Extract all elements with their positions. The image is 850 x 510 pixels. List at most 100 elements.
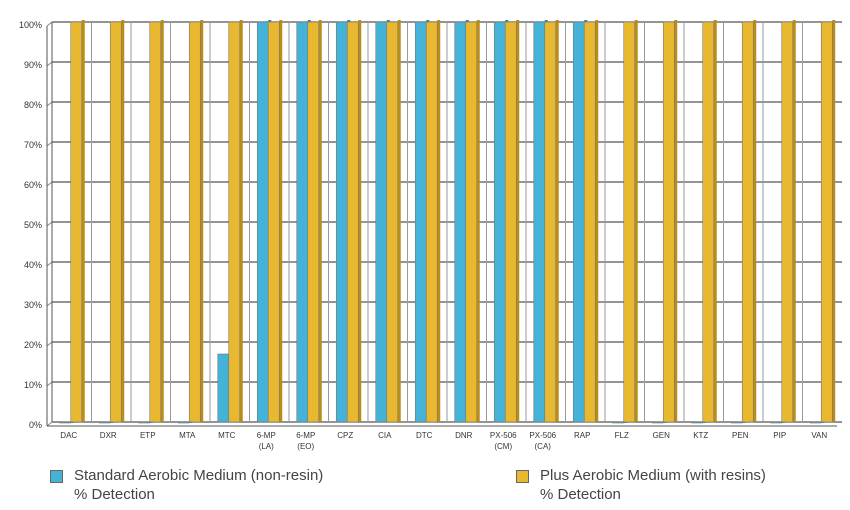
x-tick-label: (LA): [259, 442, 274, 451]
x-tick-label: VAN: [811, 431, 827, 440]
gridline-depth: [46, 381, 53, 387]
bar-plus: [149, 21, 162, 423]
bar-plus: [346, 21, 359, 423]
x-tick-label: FLZ: [615, 431, 629, 440]
bar-standard: [454, 21, 467, 423]
bar-plus: [386, 21, 399, 423]
legend-sublabel-standard: % Detection: [74, 486, 155, 503]
bar-side: [476, 20, 480, 422]
bar-plus: [70, 21, 83, 423]
gridline-depth: [46, 221, 53, 227]
x-tick-label: DNR: [455, 431, 473, 440]
x-tick-label: RAP: [574, 431, 590, 440]
y-tick-label: 30%: [24, 300, 42, 310]
bar-standard: [98, 421, 111, 424]
x-tick-label: (EO): [297, 442, 314, 451]
x-tick-label: PIP: [773, 431, 786, 440]
bar-standard: [335, 21, 348, 423]
y-tick-label: 90%: [24, 60, 42, 70]
x-tick-label: CIA: [378, 431, 392, 440]
bar-plus: [820, 21, 833, 423]
bar-standard: [651, 421, 664, 424]
bar-plus: [781, 21, 794, 423]
bar-side: [595, 20, 599, 422]
bar-standard: [809, 421, 822, 424]
bar-plus: [425, 21, 438, 423]
y-tick-label: 40%: [24, 260, 42, 270]
gridline-depth: [46, 101, 53, 107]
bar-plus: [228, 21, 241, 423]
gridline-depth: [46, 341, 53, 347]
bar-standard: [177, 421, 190, 424]
bar-standard: [770, 421, 783, 424]
bar-side: [516, 20, 520, 422]
bar-side: [121, 20, 125, 422]
bar-standard: [493, 21, 506, 423]
x-tick-label: (CM): [494, 442, 512, 451]
legend-swatch-plus: [516, 470, 529, 483]
x-tick-label: PEN: [732, 431, 749, 440]
bar-side: [555, 20, 559, 422]
gridline-depth: [46, 61, 53, 67]
x-tick-label: PX-506: [529, 431, 556, 440]
bar-side: [437, 20, 441, 422]
legend-label-plus: Plus Aerobic Medium (with resins): [540, 467, 766, 484]
bar-plus: [662, 21, 675, 423]
bar-standard: [138, 421, 151, 424]
bar-side: [200, 20, 204, 422]
x-tick-label: CPZ: [337, 431, 353, 440]
bar-standard: [730, 421, 743, 424]
x-tick-label: PX-506: [490, 431, 517, 440]
x-tick-label: DTC: [416, 431, 433, 440]
bar-standard: [533, 21, 546, 423]
legend-label-standard: Standard Aerobic Medium (non-resin): [74, 467, 324, 484]
y-tick-label: 60%: [24, 180, 42, 190]
x-tick-label: DAC: [60, 431, 77, 440]
y-tick-label: 10%: [24, 380, 42, 390]
y-tick-label: 100%: [19, 20, 42, 30]
y-tick-label: 70%: [24, 140, 42, 150]
bar-side: [832, 20, 836, 422]
bar-standard: [612, 421, 625, 424]
bar-standard: [375, 21, 388, 423]
bar-plus: [188, 21, 201, 423]
bar-standard: [691, 421, 704, 424]
bar-side: [160, 20, 164, 422]
gridline-depth: [46, 301, 53, 307]
bar-standard: [572, 21, 585, 423]
y-tick-label: 80%: [24, 100, 42, 110]
bar-standard: [414, 21, 427, 423]
bar-plus: [267, 21, 280, 423]
bar-side: [81, 20, 85, 422]
x-tick-label: (CA): [535, 442, 552, 451]
gridline-depth: [46, 181, 53, 187]
gridline-depth: [46, 141, 53, 147]
bar-standard: [217, 353, 230, 423]
bar-standard: [256, 21, 269, 423]
bar-plus: [307, 21, 320, 423]
legend-item-plus: Plus Aerobic Medium (with resins) % Dete…: [516, 466, 766, 504]
bar-side: [397, 20, 401, 422]
bar-plus: [109, 21, 122, 423]
y-tick-label: 50%: [24, 220, 42, 230]
bar-side: [358, 20, 362, 422]
bar-plus: [583, 21, 596, 423]
bar-plus: [702, 21, 715, 423]
x-tick-label: GEN: [653, 431, 671, 440]
bar-plus: [741, 21, 754, 423]
bar-side: [674, 20, 678, 422]
bar-side: [713, 20, 717, 422]
bar-plus: [623, 21, 636, 423]
gridline-depth: [46, 261, 53, 267]
bar-side: [318, 20, 322, 422]
legend-swatch-standard: [50, 470, 63, 483]
bar-standard: [296, 21, 309, 423]
bar-plus: [504, 21, 517, 423]
x-tick-label: KTZ: [693, 431, 708, 440]
bar-side: [279, 20, 283, 422]
x-tick-label: DXR: [100, 431, 117, 440]
bar-side: [792, 20, 796, 422]
gridline-depth: [46, 21, 53, 27]
gridline-depth: [46, 421, 53, 427]
bar-plus: [544, 21, 557, 423]
